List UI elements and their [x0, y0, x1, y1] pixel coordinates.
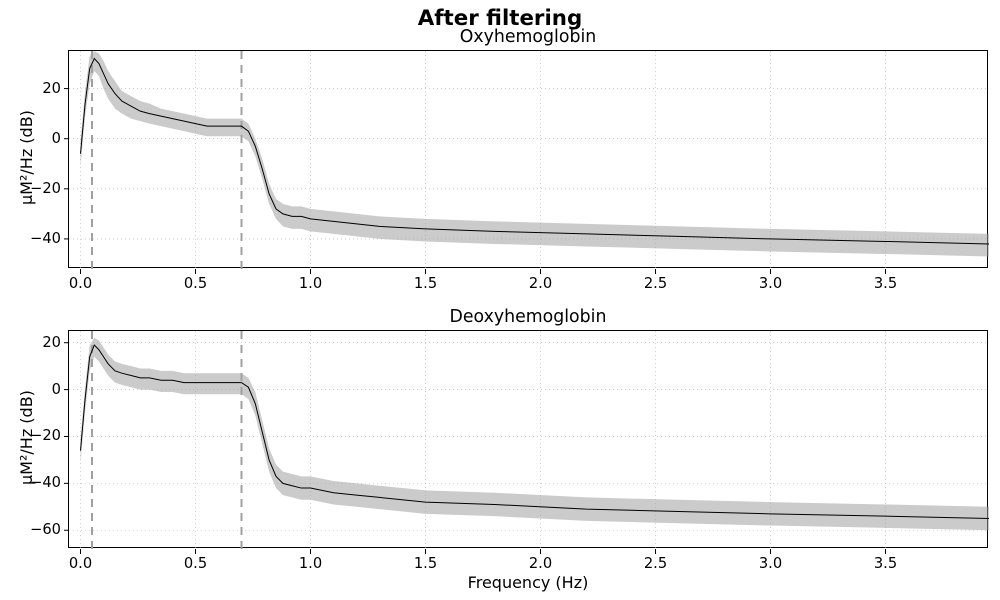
- xtick-label: 3.0: [757, 555, 785, 572]
- panel-title-deoxy: Deoxyhemoglobin: [69, 307, 987, 327]
- ytick-label: −20: [27, 180, 61, 197]
- ytick-label: −20: [27, 427, 61, 444]
- psd-line-deoxy: [81, 345, 990, 518]
- ytick-label: 20: [27, 80, 61, 97]
- ytick-label: 0: [27, 130, 61, 147]
- plot-svg-oxy: [69, 51, 989, 269]
- xtick-label: 1.0: [297, 275, 325, 292]
- ytick-label: 20: [27, 334, 61, 351]
- xtick-label: 2.0: [527, 555, 555, 572]
- xtick-label: 2.0: [527, 275, 555, 292]
- ytick-label: 0: [27, 381, 61, 398]
- psd-figure: After filtering OxyhemoglobinµM²/Hz (dB)…: [0, 0, 1000, 600]
- plot-svg-deoxy: [69, 331, 989, 549]
- xtick-label: 0.0: [67, 275, 95, 292]
- xtick-label: 3.5: [872, 275, 900, 292]
- xtick-label: 1.5: [412, 275, 440, 292]
- xtick-label: 0.0: [67, 555, 95, 572]
- xtick-label: 3.5: [872, 555, 900, 572]
- xtick-label: 0.5: [182, 555, 210, 572]
- xtick-label: 0.5: [182, 275, 210, 292]
- psd-band-deoxy: [81, 338, 990, 530]
- xlabel: Frequency (Hz): [69, 573, 987, 592]
- xtick-label: 2.5: [642, 275, 670, 292]
- panel-oxy: OxyhemoglobinµM²/Hz (dB)0.00.51.01.52.02…: [68, 50, 988, 268]
- panel-title-oxy: Oxyhemoglobin: [69, 27, 987, 47]
- ytick-label: −40: [27, 230, 61, 247]
- ytick-label: −40: [27, 474, 61, 491]
- xtick-label: 1.0: [297, 555, 325, 572]
- psd-band-oxy: [81, 51, 990, 256]
- xtick-label: 2.5: [642, 555, 670, 572]
- xtick-label: 1.5: [412, 555, 440, 572]
- xtick-label: 3.0: [757, 275, 785, 292]
- panel-deoxy: DeoxyhemoglobinµM²/Hz (dB)0.00.51.01.52.…: [68, 330, 988, 548]
- ytick-label: −60: [27, 521, 61, 538]
- psd-line-oxy: [81, 59, 990, 244]
